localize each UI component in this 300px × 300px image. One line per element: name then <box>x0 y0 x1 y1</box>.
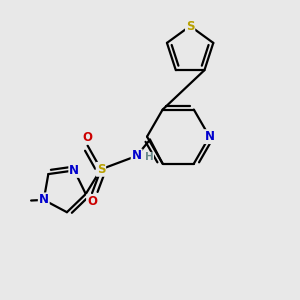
Text: N: N <box>132 149 142 162</box>
Text: N: N <box>39 194 49 206</box>
Text: N: N <box>204 130 214 143</box>
Text: S: S <box>97 163 105 176</box>
Text: N: N <box>69 164 79 177</box>
Text: S: S <box>186 20 194 33</box>
Text: O: O <box>87 195 97 208</box>
Text: H: H <box>145 152 154 162</box>
Text: O: O <box>82 131 93 144</box>
